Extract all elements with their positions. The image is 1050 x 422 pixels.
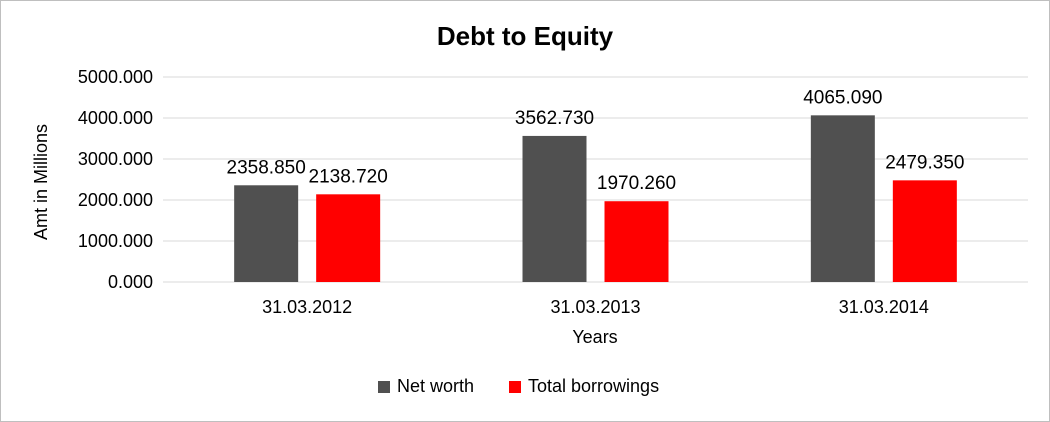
data-label: 1970.260	[597, 173, 676, 194]
data-label: 2138.720	[309, 166, 388, 187]
gridlines	[163, 76, 1028, 283]
x-tick-label: 31.03.2014	[839, 297, 929, 317]
x-tick-label: 31.03.2012	[262, 297, 352, 317]
y-tick-label: 1000.000	[78, 231, 153, 251]
y-axis-ticks: 0.000 1000.000 2000.000 3000.000 4000.000 500…	[78, 67, 153, 292]
y-tick-label: 0.000	[108, 272, 153, 292]
bar-net-worth	[234, 185, 299, 282]
legend-swatch	[509, 381, 521, 393]
y-tick-label: 5000.000	[78, 67, 153, 87]
data-label: 4065.090	[803, 87, 882, 108]
legend-swatch	[378, 381, 390, 393]
y-tick-label: 2000.000	[78, 190, 153, 210]
legend: Net worth Total borrowings	[378, 376, 659, 396]
bar-net-worth	[810, 115, 875, 283]
data-labels: 2358.850 2138.720 3562.730 1970.260 4065.090…	[227, 87, 965, 194]
x-axis-label: Years	[572, 327, 617, 347]
legend-label: Total borrowings	[528, 376, 659, 396]
bar-total-borrowings	[892, 180, 957, 282]
bar-total-borrowings	[604, 201, 669, 282]
data-label: 3562.730	[515, 108, 594, 129]
x-tick-label: 31.03.2013	[550, 297, 640, 317]
data-label: 2479.350	[885, 152, 964, 173]
x-axis-ticks: 31.03.2012 31.03.2013 31.03.2014	[262, 297, 929, 317]
y-tick-label: 3000.000	[78, 149, 153, 169]
data-label: 2358.850	[227, 157, 306, 178]
chart-title: Debt to Equity	[437, 21, 614, 51]
legend-label: Net worth	[397, 376, 474, 396]
bar-total-borrowings	[316, 194, 381, 282]
y-axis-label: Amt in Millions	[31, 124, 51, 240]
bars	[234, 115, 957, 283]
bar-net-worth	[522, 135, 587, 282]
y-tick-label: 4000.000	[78, 108, 153, 128]
